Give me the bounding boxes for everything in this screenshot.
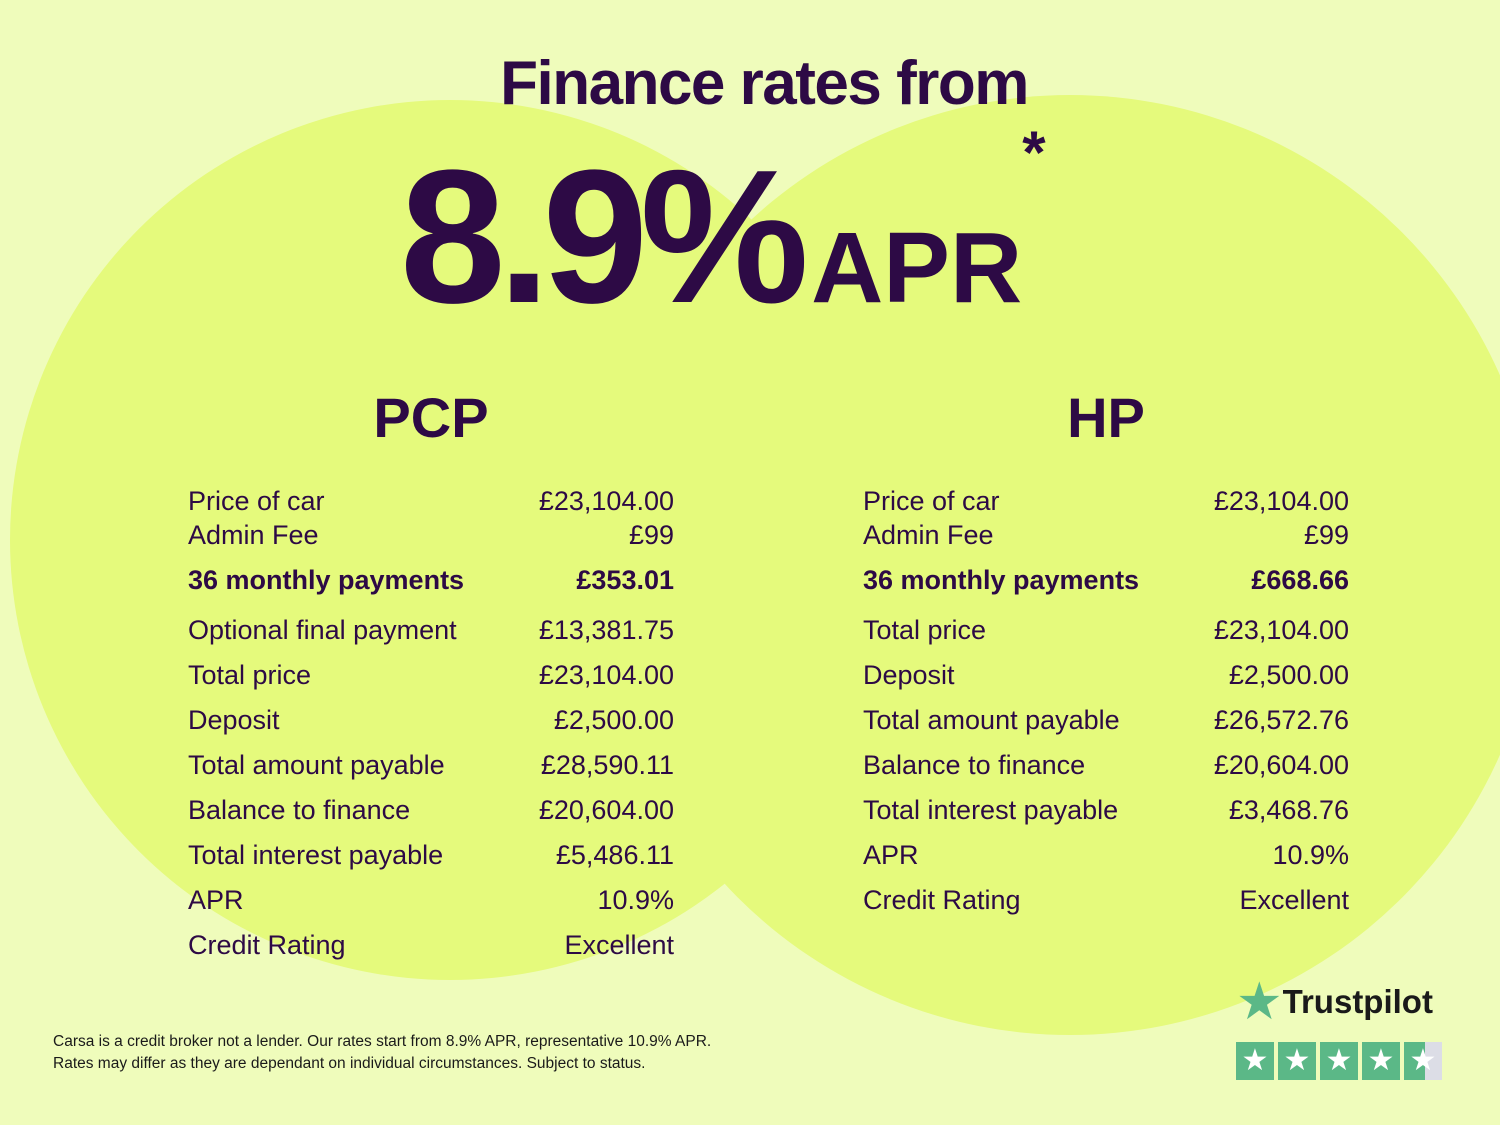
star-icon: ★ [1236, 1042, 1274, 1080]
row-label: Optional final payment [188, 615, 457, 645]
row-value: Excellent [1239, 885, 1349, 915]
pcp-table: PCP Price of car £23,104.00 Admin Fee £99 36… [188, 385, 674, 968]
row-value: £5,486.11 [555, 840, 674, 870]
row-label: APR [863, 840, 919, 870]
apr-label: APR [811, 212, 1023, 324]
row-value: £2,500.00 [1228, 660, 1349, 690]
row-value: 10.9% [1272, 840, 1349, 870]
table-row: 36 monthly payments £668.66 [863, 552, 1349, 608]
table-row: Credit Rating Excellent [188, 923, 674, 968]
row-value: £23,104.00 [1213, 486, 1349, 516]
hp-title: HP [1067, 386, 1145, 449]
headline-rate: 8.9% APR * [400, 119, 1046, 346]
row-label: 36 monthly payments [188, 565, 465, 595]
row-value: £26,572.76 [1213, 705, 1349, 735]
table-row: APR 10.9% [863, 833, 1349, 878]
star-icon: ★ [1278, 1042, 1316, 1080]
row-label: Balance to finance [188, 795, 411, 825]
disclaimer-line-1: Carsa is a credit broker not a lender. O… [53, 1033, 712, 1050]
table-row: Admin Fee £99 [188, 518, 674, 552]
row-label: Total price [863, 615, 987, 645]
row-value: £668.66 [1251, 565, 1349, 595]
trustpilot-rating: ★ ★ ★ ★ ★ [1236, 1042, 1442, 1080]
star-icon: ★ [1320, 1042, 1358, 1080]
table-row: Total amount payable £28,590.11 [188, 743, 674, 788]
row-label: Total interest payable [863, 795, 1119, 825]
table-row: Deposit £2,500.00 [188, 698, 674, 743]
trustpilot-star-icon: ★ [1236, 973, 1283, 1031]
row-label: Credit Rating [188, 930, 346, 960]
half-star-icon: ★ [1404, 1042, 1442, 1080]
table-row: Price of car £23,104.00 [863, 484, 1349, 518]
table-row: Deposit £2,500.00 [863, 653, 1349, 698]
row-label: Admin Fee [188, 520, 319, 550]
row-label: Total amount payable [863, 705, 1120, 735]
row-value: £20,604.00 [538, 795, 674, 825]
row-value: £20,604.00 [1213, 750, 1349, 780]
row-label: Balance to finance [863, 750, 1086, 780]
table-row: Balance to finance £20,604.00 [863, 743, 1349, 788]
row-label: Total price [188, 660, 312, 690]
asterisk: * [1022, 119, 1046, 186]
row-value: £13,381.75 [538, 615, 674, 645]
row-label: APR [188, 885, 244, 915]
headline-title: Finance rates from [500, 49, 1029, 118]
pcp-title: PCP [373, 386, 489, 449]
hp-table: HP Price of car £23,104.00 Admin Fee £99 36 … [863, 385, 1349, 923]
trustpilot-badge[interactable]: ★Trustpilot ★ ★ ★ ★ ★ [1236, 972, 1442, 1080]
star-icon: ★ [1362, 1042, 1400, 1080]
row-value: 10.9% [597, 885, 674, 915]
row-label: Price of car [863, 486, 1000, 516]
disclaimer: Carsa is a credit broker not a lender. O… [53, 1031, 711, 1075]
row-label: Total interest payable [188, 840, 444, 870]
disclaimer-line-2: Rates may differ as they are dependant o… [53, 1055, 646, 1072]
rate-value: 8.9% [400, 131, 809, 343]
table-row: Total price £23,104.00 [863, 608, 1349, 653]
background-circle-right [600, 95, 1500, 1035]
row-label: Total amount payable [188, 750, 445, 780]
table-row: Balance to finance £20,604.00 [188, 788, 674, 833]
table-row: Optional final payment £13,381.75 [188, 608, 674, 653]
row-label: Deposit [188, 705, 280, 735]
table-row: Total interest payable £3,468.76 [863, 788, 1349, 833]
row-label: 36 monthly payments [863, 565, 1140, 595]
row-value: £99 [628, 520, 674, 550]
row-label: Admin Fee [863, 520, 994, 550]
table-row: Credit Rating Excellent [863, 878, 1349, 923]
table-row: Total price £23,104.00 [188, 653, 674, 698]
row-label: Credit Rating [863, 885, 1021, 915]
row-value: £23,104.00 [538, 486, 674, 516]
row-label: Price of car [188, 486, 325, 516]
table-row: Total interest payable £5,486.11 [188, 833, 674, 878]
row-value: £28,590.11 [540, 750, 674, 780]
row-value: £99 [1303, 520, 1349, 550]
row-value: £2,500.00 [553, 705, 674, 735]
table-row: APR 10.9% [188, 878, 674, 923]
table-row: Total amount payable £26,572.76 [863, 698, 1349, 743]
row-value: £23,104.00 [1213, 615, 1349, 645]
table-row: 36 monthly payments £353.01 [188, 552, 674, 608]
table-row: Price of car £23,104.00 [188, 484, 674, 518]
table-row: Admin Fee £99 [863, 518, 1349, 552]
row-value: £3,468.76 [1228, 795, 1349, 825]
trustpilot-name: Trustpilot [1282, 983, 1433, 1020]
row-label: Deposit [863, 660, 955, 690]
row-value: £23,104.00 [538, 660, 674, 690]
row-value: £353.01 [576, 565, 674, 595]
row-value: Excellent [564, 930, 674, 960]
